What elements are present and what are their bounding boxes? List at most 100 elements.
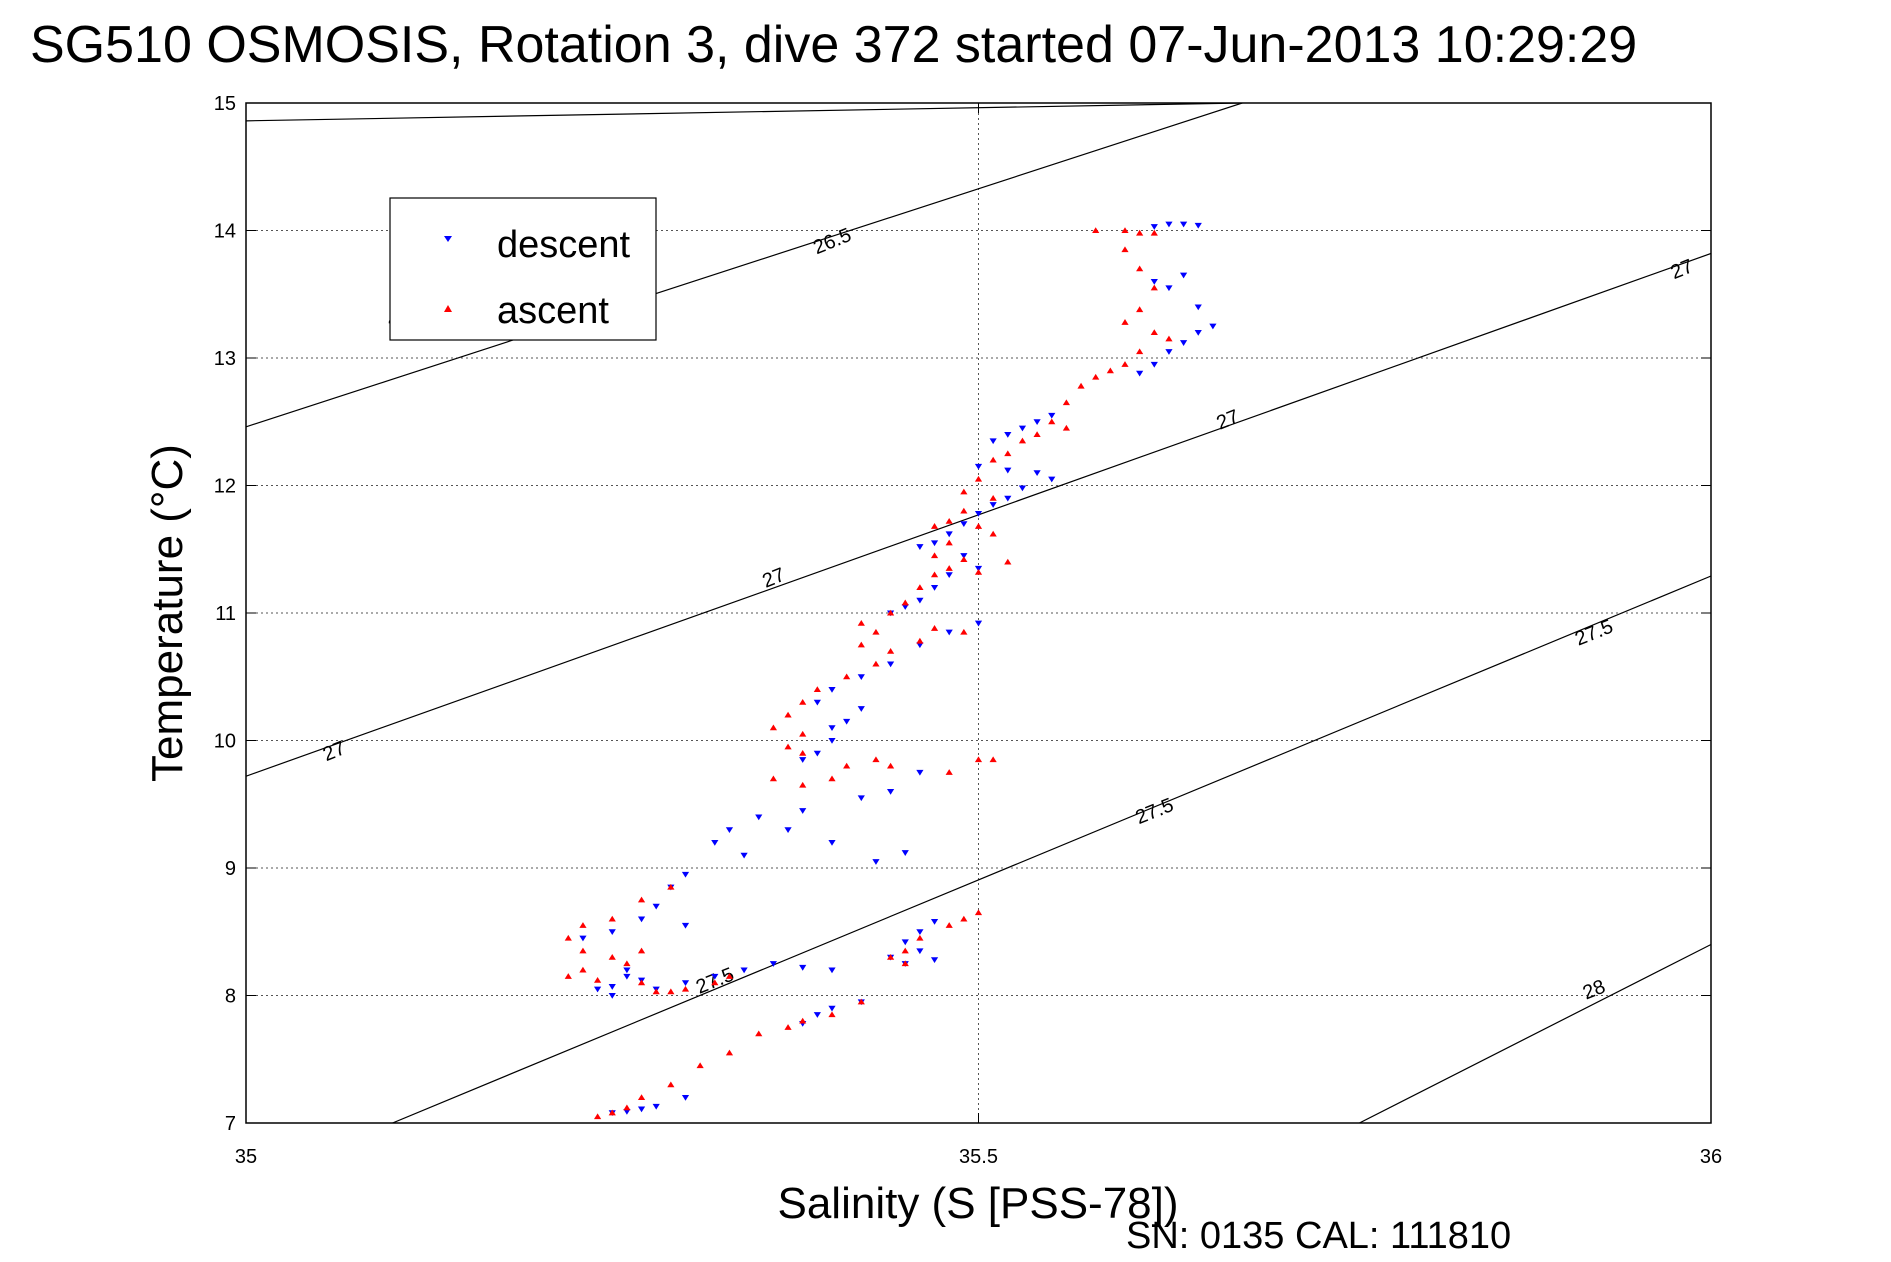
x-tick-label: 35.5 [959,1146,998,1168]
ascent-point [813,686,821,693]
ascent-point [930,523,939,529]
ascent-point [828,775,836,782]
descent-point [828,1005,836,1012]
ascent-point [725,1049,734,1056]
density-contour-26.5 [246,103,1243,122]
descent-point [843,718,851,725]
ascent-point [945,565,953,571]
ascent-point [1077,382,1085,389]
y-tick-label: 7 [225,1113,236,1135]
descent-point [1180,221,1188,228]
descent-point [813,1012,821,1018]
descent-point [1048,476,1056,483]
y-tick-label: 8 [225,986,236,1008]
descent-point [1150,361,1158,368]
descent-point [1194,222,1202,229]
ascent-point [960,507,968,514]
y-tick-label: 14 [214,221,236,243]
descent-point [974,565,983,572]
descent-point [681,871,690,878]
descent-point [1136,370,1144,377]
ascent-point [667,1081,675,1088]
descent-point [1048,412,1056,419]
ascent-point [1150,284,1158,291]
ascent-point [887,762,895,769]
descent-point [960,553,968,559]
ascent-point [916,637,924,644]
descent-point [857,795,865,802]
descent-point [916,769,924,776]
ascent-point [960,556,968,562]
descent-point [945,629,953,636]
descent-point [1180,272,1188,279]
ascent-point [930,625,939,631]
ascent-point [960,488,968,495]
descent-point [1004,495,1012,502]
ascent-point [989,495,997,501]
descent-point [623,1109,631,1115]
ascent-point [901,960,909,967]
descent-point [1180,340,1188,346]
descent-point [916,597,924,604]
descent-point [799,964,807,971]
ascent-point [799,781,807,788]
y-tick-label: 13 [214,348,236,370]
density-contour-27.5 [392,575,1711,1123]
descent-point [637,916,646,923]
ascent-point [608,954,616,960]
ascent-point [887,609,895,616]
ascent-point [799,1017,807,1024]
descent-point [989,438,997,445]
ascent-point [945,769,953,775]
ascent-point [564,934,572,941]
x-axis-label: Salinity (S [PSS-78]) [777,1179,1178,1228]
ascent-point [945,539,953,546]
ascent-point [1150,329,1158,336]
descent-point [755,814,763,821]
descent-point [711,839,719,846]
descent-point [916,929,924,935]
descent-point [769,961,777,967]
descent-point [1004,431,1012,438]
descent-point [623,973,631,980]
descent-point [594,986,602,993]
ascent-point [1150,229,1158,236]
ascent-point [1136,306,1144,313]
ascent-point [799,730,807,737]
ascent-point [901,947,909,954]
descent-point [887,788,895,795]
ascent-point [1004,558,1012,565]
descent-point [681,980,690,986]
descent-point [1004,467,1012,474]
serial-calibration-footer: SN: 0135 CAL: 111810 [1126,1215,1511,1257]
descent-point [828,737,836,744]
descent-point [652,903,660,910]
descent-point [974,620,983,627]
ascent-point [974,523,983,529]
descent-point [1018,425,1027,432]
y-tick-label: 11 [215,603,236,625]
ascent-point [799,699,807,705]
ascent-point [1136,348,1144,355]
ascent-point [974,475,983,482]
ascent-point [857,641,865,648]
descent-point [930,919,939,925]
ascent-point [1121,319,1129,325]
legend-box [389,197,657,341]
y-tick-label: 9 [225,858,236,880]
ascent-point [1092,227,1100,234]
ascent-point [1092,373,1100,380]
descent-point [916,948,924,955]
ascent-point [843,673,851,680]
ascent-point [1062,399,1070,406]
y-tick-label: 15 [214,93,236,115]
ascent-point [1136,265,1144,272]
x-tick-label: 35 [235,1146,257,1168]
ascent-point [623,1104,631,1111]
ascent-point [594,1113,602,1120]
ascent-point [667,883,675,890]
ascent-point [916,584,924,591]
descent-point [857,706,865,712]
legend: descent ascent [389,197,657,341]
descent-point [1150,224,1158,230]
